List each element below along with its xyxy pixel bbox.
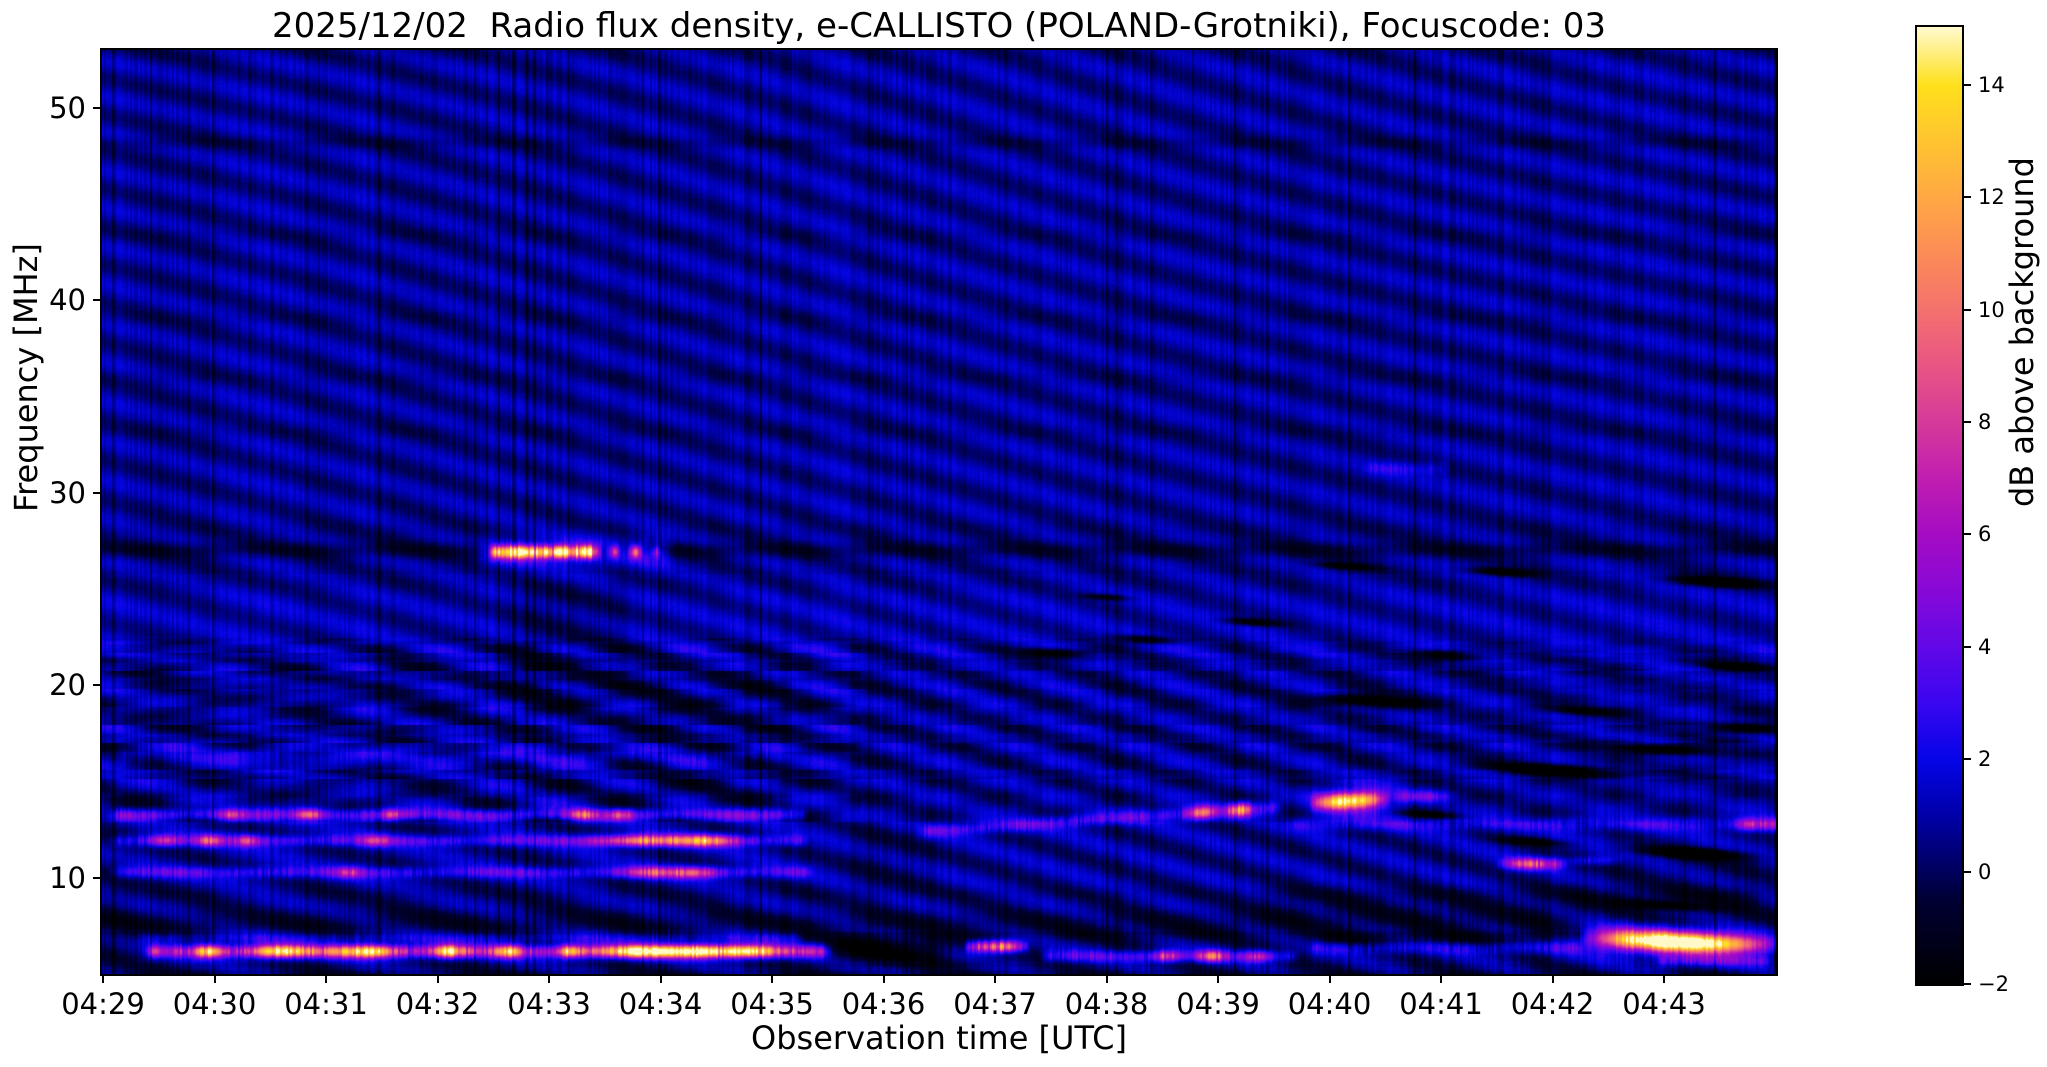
plot-frame	[100, 48, 1778, 976]
x-tick-label: 04:31	[284, 987, 368, 1021]
colorbar-tick-label: 6	[1978, 522, 1992, 547]
y-tick-mark	[93, 106, 102, 109]
x-tick-label: 04:33	[507, 987, 591, 1021]
colorbar-tick-mark	[1962, 308, 1971, 311]
x-tick-label: 04:39	[1176, 987, 1260, 1021]
colorbar-tick-label: 0	[1978, 859, 1992, 884]
x-axis-label: Observation time [UTC]	[751, 1019, 1127, 1057]
x-tick-mark	[436, 974, 439, 983]
x-tick-label: 04:30	[172, 987, 257, 1021]
y-tick-label: 50	[49, 90, 86, 125]
colorbar-tick-label: 8	[1978, 410, 1992, 434]
x-tick-mark	[1440, 974, 1442, 983]
x-tick-label: 04:34	[618, 987, 703, 1021]
colorbar-tick-mark	[1962, 421, 1971, 423]
x-tick-mark	[771, 974, 773, 983]
x-tick-mark	[548, 974, 550, 983]
x-tick-label: 04:41	[1399, 987, 1483, 1021]
y-tick-mark	[93, 684, 102, 687]
x-tick-mark	[1663, 974, 1665, 983]
x-tick-label: 04:37	[953, 987, 1037, 1021]
x-tick-mark	[1551, 974, 1554, 983]
x-tick-label: 04:40	[1287, 987, 1372, 1021]
colorbar-tick-label: 2	[1978, 747, 1992, 772]
colorbar-tick-label: −2	[1978, 972, 2009, 996]
x-tick-mark	[1105, 974, 1108, 983]
x-tick-mark	[102, 974, 104, 983]
x-tick-label: 04:43	[1622, 987, 1706, 1021]
colorbar-tick-label: 10	[1978, 297, 2005, 322]
y-tick-mark	[93, 491, 102, 494]
x-tick-label: 04:42	[1510, 987, 1595, 1021]
y-tick-label: 30	[49, 475, 86, 510]
colorbar-canvas	[1917, 27, 1962, 984]
colorbar-tick-label: 12	[1978, 185, 2005, 210]
x-tick-mark	[1217, 974, 1219, 983]
y-tick-label: 10	[49, 860, 86, 895]
y-tick-label: 40	[49, 283, 86, 318]
x-tick-label: 04:32	[395, 987, 480, 1021]
x-tick-mark	[213, 974, 216, 983]
colorbar-tick-mark	[1962, 83, 1971, 86]
x-tick-label: 04:29	[61, 987, 145, 1021]
colorbar-tick-label: 4	[1978, 634, 1992, 659]
chart-title: 2025/12/02 Radio flux density, e-CALLIST…	[271, 6, 1607, 46]
x-tick-label: 04:36	[841, 987, 926, 1021]
colorbar-frame	[1915, 25, 1964, 986]
x-tick-mark	[325, 974, 327, 983]
spectrogram-canvas	[102, 50, 1776, 974]
x-tick-mark	[882, 974, 885, 983]
colorbar-tick-label: 14	[1978, 72, 2005, 97]
y-tick-mark	[93, 299, 102, 302]
colorbar-tick-mark	[1962, 758, 1971, 761]
x-tick-mark	[659, 974, 662, 983]
x-tick-mark	[1328, 974, 1331, 983]
colorbar-tick-mark	[1962, 533, 1971, 536]
x-tick-label: 04:35	[730, 987, 814, 1021]
colorbar-tick-mark	[1962, 870, 1971, 873]
colorbar-tick-mark	[1962, 196, 1971, 199]
x-tick-label: 04:38	[1064, 987, 1149, 1021]
y-tick-label: 20	[49, 668, 86, 703]
y-tick-mark	[93, 876, 102, 879]
colorbar-tick-mark	[1962, 645, 1971, 648]
x-tick-mark	[994, 974, 996, 983]
colorbar-tick-mark	[1962, 983, 1971, 985]
